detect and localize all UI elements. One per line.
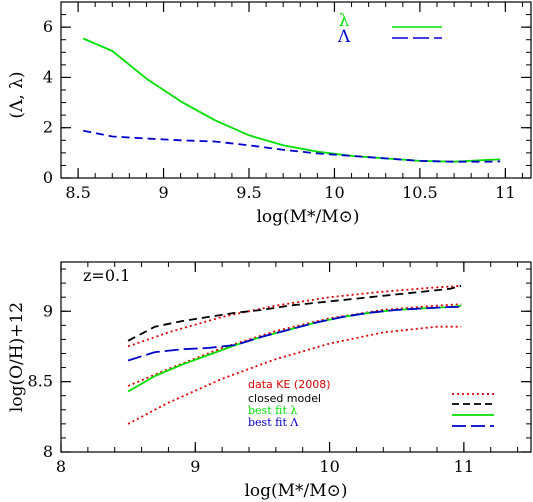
- top-axis-ticks: 8.5 9 9.5 10 10.5 11 0 2 4 6: [43, 1, 531, 202]
- bottom-series-line-1: [127, 303, 462, 387]
- top-x-axis-label: log(M*/M⊙): [256, 207, 359, 227]
- bottom-y-tick-label: 8.5: [28, 372, 53, 391]
- legend-label-closed-model: closed model: [248, 392, 321, 405]
- bottom-axis-ticks: 8 9 10 11 8 8.5 9: [28, 262, 531, 476]
- top-y-tick-label: 0: [43, 168, 53, 187]
- top-y-axis-label: (Λ, λ): [7, 71, 27, 118]
- bottom-x-tick-label: 11: [454, 457, 474, 476]
- bottom-panel: 8 9 10 11 8 8.5 9 z=0.1 log(O/H)+12 log(M*/M⊙)…: [7, 261, 532, 501]
- top-x-tick-label: 11: [495, 183, 515, 202]
- top-x-tick-label: 8.5: [65, 183, 90, 202]
- bottom-legend: data KE (2008) closed model best fit λ b…: [248, 378, 494, 429]
- legend-label-Lambda: Λ: [337, 27, 351, 47]
- bottom-y-axis-label: log(O/H)+12: [7, 302, 27, 412]
- legend-label-lambda: λ: [339, 11, 350, 31]
- bottom-x-tick-label: 8: [56, 457, 66, 476]
- bottom-y-tick-label: 8: [43, 442, 53, 461]
- top-series-line-0: [82, 37, 501, 163]
- bottom-series-line-0: [127, 285, 462, 348]
- top-x-tick-label: 10: [324, 183, 344, 202]
- bottom-y-tick-label: 9: [43, 301, 53, 320]
- top-y-tick-label: 2: [43, 118, 53, 137]
- top-x-tick-label: 10.5: [402, 183, 438, 202]
- top-x-tick-label: 9: [158, 183, 168, 202]
- top-panel: 8.5 9 9.5 10 10.5 11 0 2 4 6 (Λ, λ) log(M*/M⊙) λ …: [7, 1, 532, 227]
- top-x-tick-label: 9.5: [236, 183, 261, 202]
- bottom-series-group: [127, 285, 462, 425]
- legend-label-data-ke: data KE (2008): [248, 378, 331, 391]
- bottom-series-line-2: [127, 325, 462, 425]
- top-series-line-1: [83, 129, 501, 163]
- top-legend: λ Λ: [337, 11, 442, 47]
- bottom-x-tick-label: 10: [319, 457, 339, 476]
- legend-label-best-fit-Lambda: best fit Λ: [248, 416, 299, 429]
- bottom-x-tick-label: 9: [190, 457, 200, 476]
- top-series-group: [82, 37, 501, 163]
- bottom-x-axis-label: log(M*/M⊙): [244, 481, 347, 501]
- bottom-series-line-3: [127, 285, 462, 342]
- bottom-annotation: z=0.1: [83, 266, 130, 285]
- bottom-series-line-5: [127, 306, 462, 362]
- legend-label-best-fit-lambda: best fit λ: [248, 404, 297, 417]
- top-y-tick-label: 6: [43, 17, 53, 36]
- bottom-plot-frame: [60, 261, 532, 453]
- top-y-tick-label: 4: [43, 67, 53, 86]
